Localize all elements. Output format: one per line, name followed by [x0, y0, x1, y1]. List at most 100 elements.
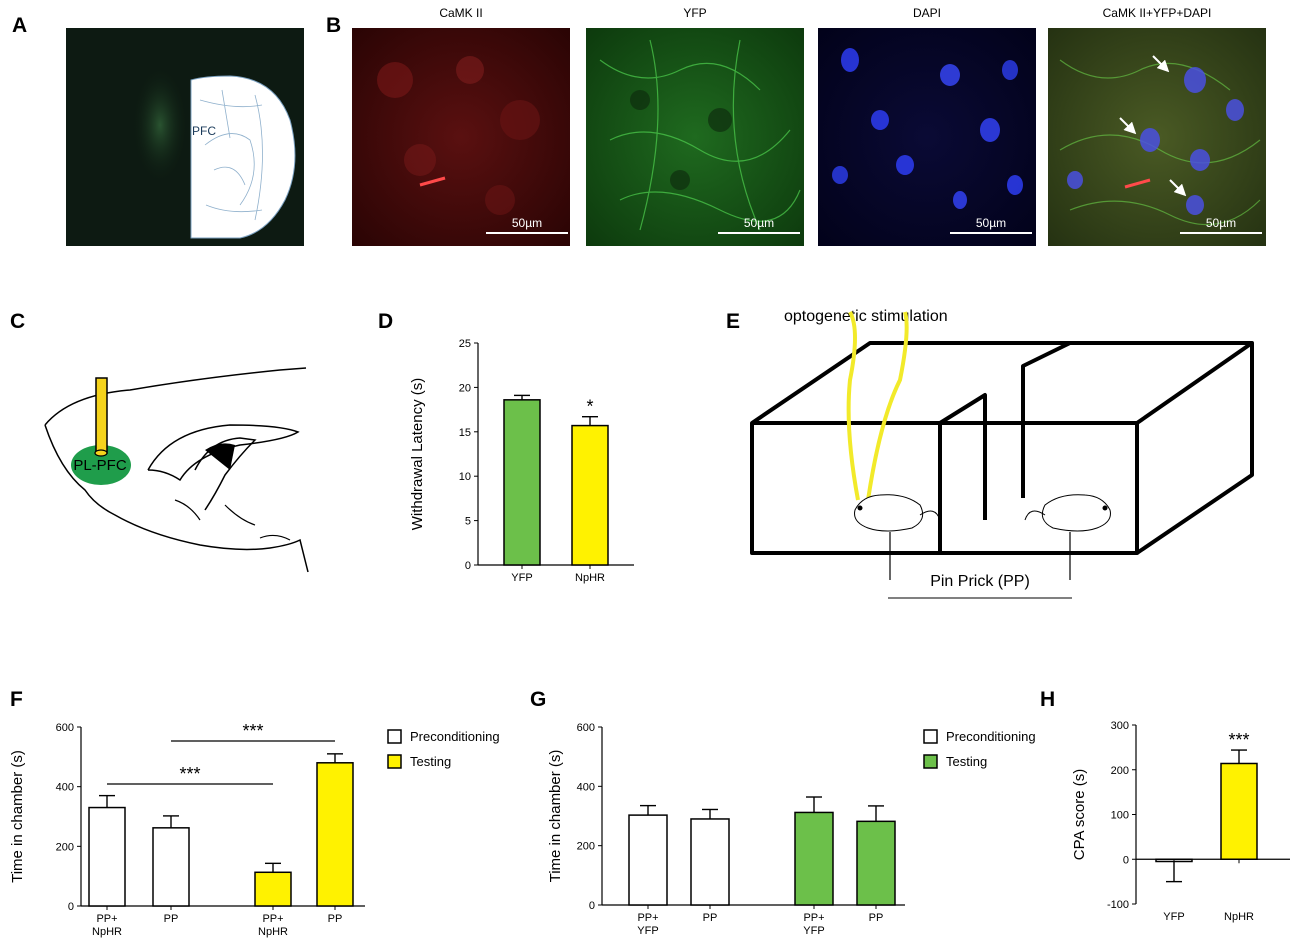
bar — [571, 424, 609, 566]
significance-marker: *** — [179, 764, 200, 784]
panel-letter-b: B — [326, 14, 341, 37]
panel-letter-h: H — [1040, 688, 1055, 711]
channel-dapi: DAPI 50µm — [818, 6, 1036, 246]
tick-label-line: YFP — [803, 925, 824, 937]
y-tick-label: 400 — [56, 782, 74, 794]
y-axis-label: Time in chamber (s) — [547, 750, 564, 883]
bar — [503, 399, 541, 566]
arrow-marker — [1119, 117, 1137, 135]
y-tick-label: 200 — [56, 841, 74, 853]
y-tick-label: -100 — [1107, 899, 1129, 911]
region-label-pfc: PFC — [192, 124, 216, 138]
y-tick-label: 0 — [465, 560, 471, 572]
bar — [1220, 762, 1258, 860]
panel-a-micrograph: PFC — [66, 28, 304, 246]
divider-front — [938, 393, 987, 553]
legend-swatch — [387, 754, 402, 769]
tick-label-line: PP+ — [262, 913, 283, 925]
panel-letter-a: A — [12, 14, 27, 37]
panel-e-apparatus: optogenetic stimulation Pin Prick (PP) — [750, 308, 1254, 599]
y-tick-label: 600 — [56, 722, 74, 734]
label-pin-prick: Pin Prick (PP) — [930, 573, 1030, 590]
tick-label-line: NpHR — [258, 926, 288, 938]
scale-bar-label: 50µm — [744, 216, 774, 230]
scale-bar-label: 50µm — [1206, 216, 1236, 230]
arrow-marker — [1152, 55, 1170, 73]
significance-marker: *** — [242, 721, 263, 741]
y-axis-label: CPA score (s) — [1071, 769, 1088, 860]
x-tick-label: PP+ NpHR — [258, 913, 288, 938]
panel-b-channels: CaMK II 50µm YFP 50µm DAPI — [352, 6, 1266, 246]
legend-label: Testing — [410, 754, 451, 769]
channel-yfp: YFP 50µm — [586, 6, 804, 246]
panel-letter-d: D — [378, 310, 393, 333]
x-tick-label: PP — [869, 912, 884, 924]
channel-title: YFP — [683, 6, 706, 20]
optical-fiber — [95, 377, 108, 454]
legend-label: Testing — [946, 754, 987, 769]
y-tick-label: 10 — [459, 471, 471, 483]
legend-label: Preconditioning — [410, 729, 500, 744]
y-tick-label: 200 — [577, 841, 595, 853]
rat-icon — [854, 494, 941, 532]
significance-marker: * — [586, 397, 593, 417]
channel-title: CaMK II — [439, 6, 482, 20]
chart-h: -100 0 100 200 300 CPA score (s) YFP NpHR *** — [1071, 720, 1290, 923]
significance-marker: *** — [1228, 730, 1249, 750]
bar — [254, 871, 292, 907]
label-optogenetic-stimulation: optogenetic stimulation — [784, 308, 948, 325]
scale-bar-label: 50µm — [976, 216, 1006, 230]
x-tick-label: NpHR — [575, 572, 605, 584]
channel-title: DAPI — [913, 6, 941, 20]
x-tick-label: PP — [703, 912, 718, 924]
optic-cable — [846, 311, 909, 501]
chart-d: 0 5 10 15 20 25 Withdrawal Latency (s) YFP NpHR * — [409, 338, 634, 584]
rat-icon — [1024, 494, 1111, 532]
bar — [690, 818, 730, 906]
tick-label-line: NpHR — [92, 926, 122, 938]
y-tick-label: 400 — [577, 781, 595, 793]
legend-swatch — [923, 729, 938, 744]
y-tick-label: 15 — [459, 427, 471, 439]
bar — [88, 806, 126, 907]
x-tick-label: YFP — [1163, 911, 1184, 923]
y-tick-label: 20 — [459, 382, 471, 394]
legend-swatch — [923, 754, 938, 769]
y-tick-label: 200 — [1111, 765, 1129, 777]
x-tick-label: NpHR — [1224, 911, 1254, 923]
arrow-marker — [1169, 179, 1187, 197]
bar — [316, 762, 354, 907]
x-tick-label: PP — [328, 913, 343, 925]
panel-letter-f: F — [10, 688, 23, 711]
tick-label-line: YFP — [637, 925, 658, 937]
tick-label-line: PP+ — [637, 912, 658, 924]
x-tick-label: YFP — [511, 572, 532, 584]
bar — [152, 827, 190, 907]
y-tick-label: 0 — [68, 901, 74, 913]
y-tick-label: 100 — [1111, 810, 1129, 822]
y-tick-label: 5 — [465, 516, 471, 528]
tick-label-line: PP+ — [803, 912, 824, 924]
channel-title: CaMK II+YFP+DAPI — [1103, 6, 1212, 20]
divider-back — [1021, 341, 1071, 498]
box-frame — [750, 341, 1254, 425]
legend-label: Preconditioning — [946, 729, 1036, 744]
x-tick-label: PP — [164, 913, 179, 925]
scale-bar-label: 50µm — [512, 216, 542, 230]
bar — [794, 811, 834, 906]
x-tick-label: PP+ YFP — [637, 912, 658, 937]
y-axis-label: Time in chamber (s) — [9, 750, 26, 883]
panel-c-schematic: PL-PFC — [44, 367, 309, 573]
y-tick-label: 0 — [589, 900, 595, 912]
y-axis-label: Withdrawal Latency (s) — [409, 378, 426, 531]
bar — [856, 820, 896, 906]
brain-atlas-outline — [190, 75, 296, 239]
channel-merge: CaMK II+YFP+DAPI 50µm — [1048, 6, 1266, 246]
panel-letter-e: E — [726, 310, 740, 333]
legend-swatch — [387, 729, 402, 744]
x-tick-label: PP+ NpHR — [92, 913, 122, 938]
bar — [628, 814, 668, 906]
panel-letter-g: G — [530, 688, 546, 711]
